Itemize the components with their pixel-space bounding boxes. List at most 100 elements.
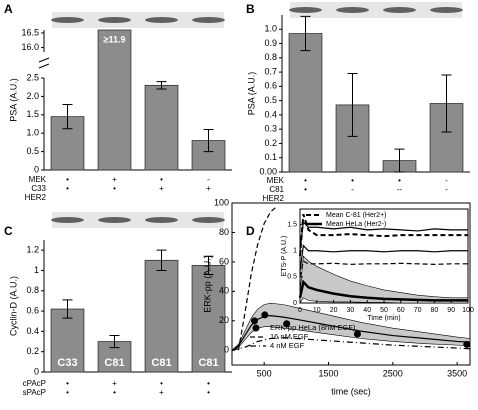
x-tick-label: 2500 — [383, 368, 403, 378]
y-axis-label: ETS-P (A.U.) — [281, 236, 288, 277]
x-tick-label: 90 — [447, 307, 455, 314]
y-tick-label: 0 — [224, 345, 229, 355]
condition-mark: - — [445, 176, 448, 185]
line — [298, 279, 468, 302]
condition-mark: + — [159, 388, 164, 397]
error-bar — [347, 73, 358, 137]
y-tick-label: 0.5 — [264, 95, 277, 105]
y-tick-label: 1.2 — [26, 245, 39, 255]
data-point — [283, 320, 291, 328]
y-axis-label: ERK-pp (A.U.) — [202, 255, 212, 313]
blot — [52, 12, 224, 28]
x-axis-label: Time (min) — [367, 315, 400, 322]
y-tick-label: 16.5 — [21, 27, 39, 37]
x-tick-label: 70 — [414, 307, 422, 314]
y-tick-label: 0 — [34, 366, 39, 376]
y-tick-label: 16.0 — [21, 42, 39, 52]
y-tick-label: 20 — [219, 315, 229, 325]
condition-label: sPAcP — [23, 388, 46, 397]
condition-mark: • — [66, 184, 69, 193]
condition-mark: • — [113, 184, 116, 193]
condition-mark: • — [160, 379, 163, 388]
condition-mark: - — [445, 185, 448, 194]
y-tick-label: 1 — [34, 265, 39, 275]
blot-band — [289, 7, 322, 13]
x-tick-label: 10 — [313, 307, 321, 314]
y-tick-label: 0.5 — [287, 274, 297, 281]
condition-label: C33 — [31, 184, 46, 193]
condition-mark: • — [351, 176, 354, 185]
y-tick-label: 60 — [219, 256, 229, 266]
condition-mark: -- — [397, 185, 403, 194]
line — [231, 337, 471, 351]
y-tick-label: 2.5 — [26, 72, 39, 82]
blot-band — [430, 7, 463, 13]
x-tick-label: 50 — [380, 307, 388, 314]
condition-label: HER2 — [25, 193, 47, 202]
bar-label: C81 — [151, 357, 171, 369]
y-tick-label: 0.4 — [264, 109, 277, 119]
blot-band — [98, 17, 131, 23]
error-bar — [203, 255, 214, 276]
condition-mark: • — [304, 185, 307, 194]
y-tick-label: 0.1 — [264, 152, 277, 162]
axis-break — [38, 57, 50, 69]
x-tick-label: 500 — [257, 368, 272, 378]
y-tick-label: 0 — [34, 164, 39, 174]
legend-marker — [252, 324, 260, 332]
line — [299, 220, 468, 251]
legend-label: ERK-pp HeLa (8nM EGF) — [270, 323, 356, 332]
condition-mark: • — [207, 388, 210, 397]
condition-mark: • — [66, 379, 69, 388]
blot — [290, 2, 462, 18]
condition-mark: • — [207, 379, 210, 388]
y-axis-label: PSA (A.U.) — [8, 78, 18, 122]
y-axis-label: PSA (A.U.) — [246, 72, 256, 116]
bar — [191, 264, 226, 373]
error-bar — [62, 103, 73, 130]
value-label: ≥11.9 — [104, 34, 126, 44]
error-bar — [109, 334, 120, 349]
legend-label: 16 nM EGF — [270, 332, 309, 341]
x-tick-label: 100 — [462, 307, 474, 314]
x-tick-label: 1500 — [318, 368, 338, 378]
y-tick-label: 1.0 — [264, 24, 277, 34]
blot-band — [192, 217, 225, 223]
data-point — [463, 340, 471, 348]
y-tick-label: 0.8 — [264, 52, 277, 62]
y-tick-label: 0.7 — [264, 66, 277, 76]
x-tick-label: 0 — [298, 307, 302, 314]
bar — [288, 33, 323, 173]
condition-mark: • — [66, 175, 69, 184]
x-axis-label: time (sec) — [331, 386, 371, 396]
error-bar — [62, 299, 73, 319]
bar-label: C33 — [57, 357, 77, 369]
condition-mark: • — [398, 176, 401, 185]
y-axis-label: Cyclin-D (A.U.) — [8, 276, 18, 336]
y-tick-label: 0.3 — [264, 124, 277, 134]
bar — [50, 308, 85, 373]
condition-label: cPAcP — [23, 379, 46, 388]
y-tick-label: 40 — [219, 286, 229, 296]
blot-band — [51, 217, 84, 223]
bar — [97, 29, 132, 171]
panel-label: C — [4, 224, 13, 238]
condition-label: MEK — [29, 175, 47, 184]
y-tick-label: 80 — [219, 227, 229, 237]
panel-label: A — [4, 2, 13, 16]
x-tick-label: 40 — [363, 307, 371, 314]
data-point — [261, 311, 269, 319]
condition-mark: • — [160, 175, 163, 184]
legend-label: Mean HeLa (Her2-) — [326, 221, 386, 228]
condition-mark: - — [207, 175, 210, 184]
blot-band — [145, 17, 178, 23]
blot-band — [145, 217, 178, 223]
blot-band — [383, 7, 416, 13]
error-bar — [156, 81, 167, 90]
condition-mark: + — [159, 184, 164, 193]
panel-label: D — [246, 224, 255, 238]
legend-label: Mean C-81 (Her2+) — [326, 212, 387, 219]
blot — [52, 212, 224, 228]
error-bar — [156, 249, 167, 271]
